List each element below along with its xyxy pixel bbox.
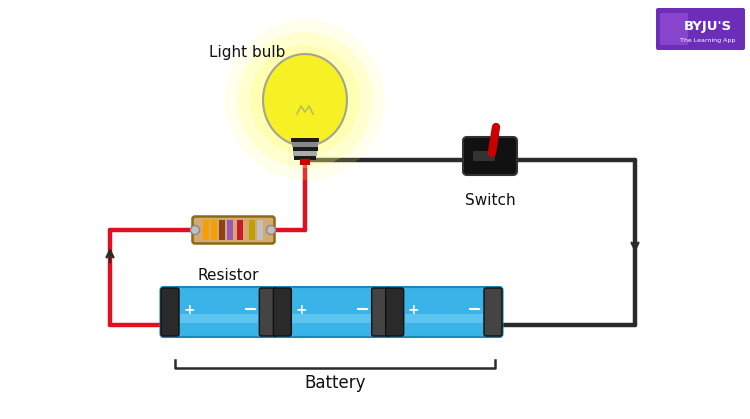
Bar xyxy=(291,138,319,142)
Bar xyxy=(294,155,316,160)
Bar xyxy=(219,220,225,240)
Text: +: + xyxy=(296,303,307,317)
Text: BYJU'S: BYJU'S xyxy=(684,20,732,33)
Text: The Learning App: The Learning App xyxy=(680,37,736,42)
Bar xyxy=(211,220,217,240)
Text: −: − xyxy=(354,301,369,319)
Bar xyxy=(203,220,209,240)
Bar xyxy=(300,159,310,165)
Text: −: − xyxy=(466,301,482,319)
Circle shape xyxy=(266,225,275,235)
Ellipse shape xyxy=(263,54,347,146)
Text: −: − xyxy=(242,301,257,319)
FancyBboxPatch shape xyxy=(473,151,495,161)
FancyBboxPatch shape xyxy=(372,288,390,336)
Ellipse shape xyxy=(225,20,385,180)
FancyBboxPatch shape xyxy=(463,137,517,175)
FancyBboxPatch shape xyxy=(193,217,274,243)
Text: +: + xyxy=(408,303,419,317)
FancyBboxPatch shape xyxy=(484,288,502,336)
Bar xyxy=(257,220,263,240)
FancyBboxPatch shape xyxy=(260,288,278,336)
Text: Switch: Switch xyxy=(465,193,515,208)
FancyBboxPatch shape xyxy=(160,287,278,337)
Bar xyxy=(237,220,243,240)
FancyBboxPatch shape xyxy=(656,8,745,50)
Bar xyxy=(292,314,370,323)
Bar xyxy=(227,220,233,240)
Ellipse shape xyxy=(237,32,373,168)
FancyBboxPatch shape xyxy=(273,287,390,337)
FancyBboxPatch shape xyxy=(273,288,291,336)
Bar xyxy=(180,314,258,323)
FancyBboxPatch shape xyxy=(386,287,502,337)
Text: Resistor: Resistor xyxy=(197,268,259,283)
FancyBboxPatch shape xyxy=(161,288,179,336)
Bar xyxy=(292,147,317,151)
FancyBboxPatch shape xyxy=(660,13,688,45)
Text: Light bulb: Light bulb xyxy=(209,45,285,60)
Bar xyxy=(249,220,255,240)
Bar xyxy=(293,151,316,155)
Bar xyxy=(292,142,318,147)
Text: Battery: Battery xyxy=(304,374,366,392)
Bar xyxy=(405,314,483,323)
Ellipse shape xyxy=(250,45,360,155)
FancyBboxPatch shape xyxy=(386,288,404,336)
Text: +: + xyxy=(183,303,195,317)
Circle shape xyxy=(190,225,200,235)
